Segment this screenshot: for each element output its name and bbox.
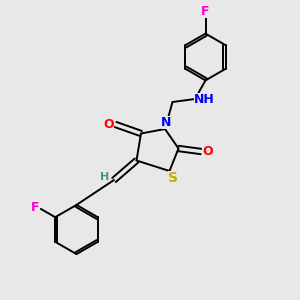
Text: F: F [31, 201, 39, 214]
Text: O: O [103, 118, 114, 131]
Text: N: N [161, 116, 172, 129]
Text: F: F [201, 5, 210, 18]
Text: NH: NH [194, 92, 215, 106]
Text: S: S [168, 171, 178, 184]
Text: H: H [100, 172, 109, 182]
Text: O: O [202, 145, 213, 158]
